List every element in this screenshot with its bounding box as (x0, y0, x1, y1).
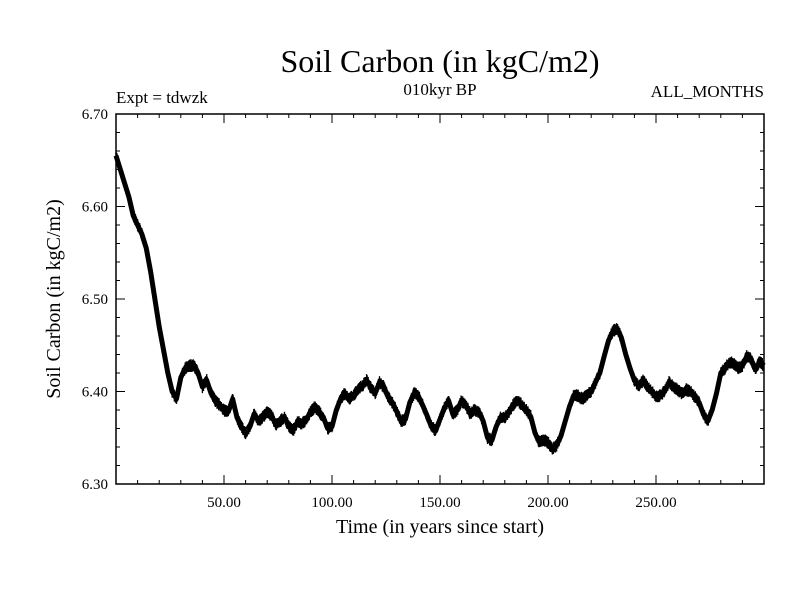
y-axis: 6.30 6.40 6.50 6.60 6.70 (82, 107, 764, 493)
y-tick-label: 6.60 (82, 200, 108, 216)
y-tick-label: 6.30 (82, 477, 108, 493)
y-tick-label: 6.70 (82, 107, 108, 123)
x-tick-label: 250.00 (635, 495, 676, 511)
y-tick-label: 6.40 (82, 385, 108, 401)
series-line (113, 154, 766, 452)
y-tick-label: 6.50 (82, 292, 108, 308)
x-axis-label: Time (in years since start) (336, 516, 544, 538)
x-axis: 50.00 100.00 150.00 200.00 250.00 (137, 114, 743, 511)
chart-subtitle: 010kyr BP (403, 80, 476, 99)
chart-title: Soil Carbon (in kgC/m2) (280, 43, 599, 79)
x-tick-label: 200.00 (527, 495, 568, 511)
experiment-label: Expt = tdwzk (116, 88, 208, 107)
x-tick-label: 150.00 (419, 495, 460, 511)
y-axis-label: Soil Carbon (in kgC/m2) (43, 199, 65, 398)
x-tick-label: 100.00 (311, 495, 352, 511)
months-label: ALL_MONTHS (651, 82, 764, 101)
x-tick-label: 50.00 (207, 495, 241, 511)
